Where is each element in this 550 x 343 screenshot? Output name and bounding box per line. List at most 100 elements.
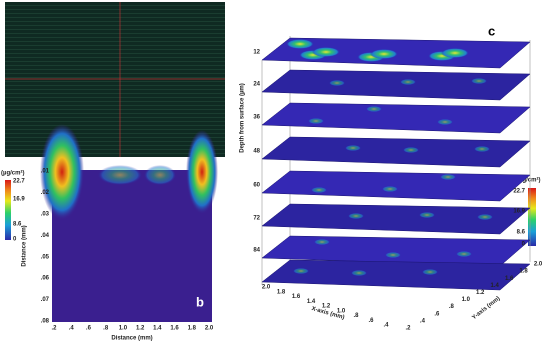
hotspot	[456, 251, 472, 257]
y-tick-label: .6	[434, 311, 440, 317]
hotspot	[186, 130, 218, 214]
y-tick-label: 1.2	[476, 290, 485, 296]
hotspot	[308, 118, 324, 124]
y-tick-label: 2.0	[534, 262, 543, 268]
x-tick-label: 2.0	[262, 285, 271, 291]
x-tick-label: 1.0	[119, 326, 128, 332]
x-tick-label: 1.2	[322, 304, 331, 310]
z-tick-label: 36	[253, 115, 260, 121]
y-tick-label: .2	[405, 326, 411, 332]
hotspot	[366, 106, 382, 112]
colorbar-tick: 8.6	[517, 230, 526, 236]
z-tick-label: 24	[253, 82, 260, 88]
hotspot	[441, 48, 469, 58]
colorbar-tick: 16.9	[513, 209, 525, 215]
hotspot	[385, 252, 401, 258]
hotspot	[474, 146, 490, 152]
x-tick-label: 1.2	[136, 326, 145, 332]
x-tick-label: 1.0	[337, 308, 346, 314]
hotspot	[437, 119, 453, 125]
depth-layer	[261, 102, 531, 134]
hotspot	[370, 49, 398, 59]
y-tick-label: .07	[41, 297, 50, 303]
y-axis-label: Distance (mm)	[22, 225, 28, 266]
colorbar	[528, 188, 536, 246]
hotspot	[144, 165, 176, 185]
y-tick-label: .01	[41, 169, 50, 175]
z-tick-label: 48	[253, 149, 260, 155]
hotspot	[382, 186, 398, 192]
y-tick-label: .04	[41, 233, 50, 239]
z-tick-label: 12	[253, 50, 260, 56]
panel-b: (µg/cm²) b Distance (mm) Distance (mm) 2…	[1, 124, 218, 342]
hotspot	[98, 165, 142, 185]
z-tick-label: 72	[253, 216, 260, 222]
z-tick-label: 84	[253, 248, 260, 254]
hotspot	[312, 47, 340, 57]
y-tick-label: 1.8	[519, 269, 528, 275]
colorbar-tick: 0	[13, 237, 17, 243]
depth-layer	[261, 69, 531, 101]
hotspot	[419, 212, 435, 218]
panel-c: c Depth from surface (µm) X-axis (mm) Y-…	[240, 23, 543, 331]
x-tick-label: .2	[51, 326, 57, 332]
panel-label: c	[488, 23, 495, 38]
depth-layer	[261, 170, 531, 202]
depth-layer	[261, 203, 531, 235]
hotspot	[348, 213, 364, 219]
colorbar-tick: 22.7	[13, 179, 25, 185]
colorbar-tick: 0	[522, 242, 526, 248]
x-tick-label: 1.4	[307, 299, 316, 305]
hotspot	[293, 268, 309, 274]
hotspot	[314, 239, 330, 245]
y-tick-label: .03	[41, 211, 50, 217]
x-tick-label: .4	[383, 323, 389, 329]
z-tick-label: 60	[253, 183, 260, 189]
colorbar-tick: 22.7	[513, 189, 525, 195]
x-tick-label: 1.8	[277, 289, 286, 295]
depth-layer	[261, 136, 531, 168]
hotspot	[286, 39, 314, 49]
z-axis-label: Depth from surface (µm)	[240, 83, 246, 152]
hotspot	[422, 269, 438, 275]
x-tick-label: 2.0	[205, 326, 214, 332]
x-tick-label: .8	[353, 313, 359, 319]
colorbar-tick: 8.6	[13, 222, 22, 228]
hotspot	[440, 174, 456, 180]
micrograph	[5, 2, 225, 157]
y-tick-label: .4	[420, 318, 426, 324]
x-tick-label: 1.6	[170, 326, 179, 332]
x-tick-label: .6	[86, 326, 92, 332]
colorbar-title: (µg/cm²)	[517, 177, 540, 184]
y-tick-label: 1.6	[505, 276, 514, 282]
panel-label: b	[196, 294, 204, 309]
hotspot	[40, 124, 84, 220]
x-tick-label: 1.4	[153, 326, 162, 332]
hotspot	[403, 147, 419, 153]
x-tick-label: .8	[103, 326, 109, 332]
y-tick-label: .8	[449, 304, 455, 310]
hotspot	[477, 214, 493, 220]
y-tick-label: .06	[41, 276, 50, 282]
x-tick-label: 1.8	[188, 326, 197, 332]
y-tick-label: .08	[41, 319, 50, 325]
hotspot	[329, 80, 345, 86]
hotspot	[400, 79, 416, 85]
y-axis-label: Y-axis (mm)	[471, 296, 501, 321]
depth-layer	[261, 259, 531, 291]
hotspot	[345, 145, 361, 151]
colorbar-title: (µg/cm²)	[1, 170, 24, 177]
colorbar	[5, 180, 11, 240]
x-tick-label: 1.6	[292, 294, 301, 300]
panel-a: a	[5, 2, 225, 157]
x-tick-label: .6	[368, 318, 374, 324]
hotspot	[311, 187, 327, 193]
y-tick-label: .05	[41, 254, 50, 260]
colorbar-tick: 16.9	[13, 197, 25, 203]
y-tick-label: .02	[41, 190, 50, 196]
hotspot	[471, 78, 487, 84]
y-tick-label: 1.0	[462, 297, 471, 303]
hotspot	[351, 270, 367, 276]
y-tick-label: 1.4	[490, 283, 499, 289]
